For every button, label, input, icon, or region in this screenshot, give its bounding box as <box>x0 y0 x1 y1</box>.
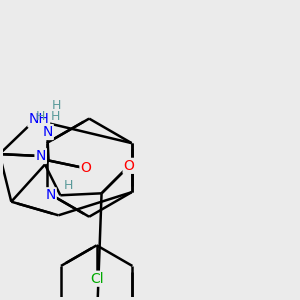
Text: NH: NH <box>28 112 49 126</box>
Text: O: O <box>80 161 91 175</box>
Text: H: H <box>51 110 60 123</box>
Text: Cl: Cl <box>90 272 104 286</box>
Text: H: H <box>52 99 61 112</box>
Text: H: H <box>52 99 61 112</box>
Text: O: O <box>29 113 40 127</box>
Text: N: N <box>35 149 46 163</box>
Text: N: N <box>42 125 53 139</box>
Text: O: O <box>124 159 134 173</box>
Text: H: H <box>36 110 45 123</box>
Text: N: N <box>45 188 56 202</box>
Text: H: H <box>64 179 73 192</box>
